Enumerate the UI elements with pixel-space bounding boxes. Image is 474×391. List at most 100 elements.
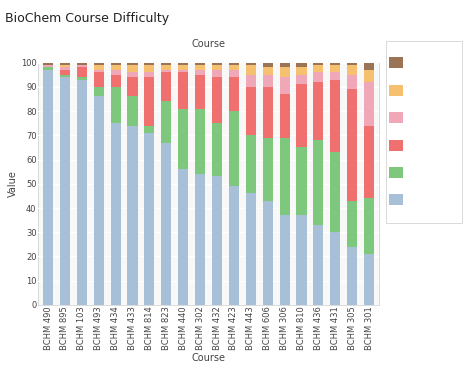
Bar — [229, 70, 239, 77]
Bar — [347, 89, 357, 201]
Bar — [347, 247, 357, 305]
Bar — [178, 109, 188, 169]
Bar — [161, 65, 172, 70]
Bar — [110, 87, 121, 123]
Bar — [212, 63, 222, 65]
Bar — [161, 63, 172, 65]
Bar — [178, 63, 188, 65]
Bar — [128, 126, 137, 305]
Bar — [145, 126, 155, 133]
Text: F: F — [405, 86, 410, 95]
Bar — [94, 65, 104, 70]
Bar — [212, 77, 222, 123]
Bar — [364, 254, 374, 305]
Bar — [161, 143, 172, 305]
Bar — [145, 72, 155, 77]
Bar — [313, 65, 323, 72]
Bar — [212, 176, 222, 305]
Bar — [313, 72, 323, 82]
Text: D: D — [405, 113, 412, 122]
Text: W: W — [405, 58, 414, 68]
Bar — [330, 72, 340, 79]
Bar — [94, 72, 104, 87]
Bar — [94, 87, 104, 97]
Bar — [296, 84, 307, 147]
Bar — [330, 232, 340, 305]
Bar — [60, 75, 70, 77]
Bar — [145, 63, 155, 65]
Bar — [364, 198, 374, 254]
Bar — [280, 77, 290, 94]
Bar — [229, 63, 239, 65]
Bar — [43, 67, 53, 70]
Bar — [178, 72, 188, 109]
Bar — [347, 201, 357, 247]
Bar — [246, 135, 256, 194]
Bar — [263, 201, 273, 305]
Bar — [178, 65, 188, 70]
Bar — [246, 194, 256, 305]
Bar — [364, 70, 374, 82]
Bar — [77, 77, 87, 79]
Bar — [195, 109, 205, 174]
Bar — [347, 63, 357, 65]
Bar — [364, 82, 374, 126]
Bar — [263, 75, 273, 87]
Bar — [77, 79, 87, 305]
Bar — [313, 225, 323, 305]
Bar — [280, 215, 290, 305]
Bar — [246, 75, 256, 87]
Bar — [94, 97, 104, 305]
Bar — [296, 215, 307, 305]
Bar — [94, 63, 104, 65]
Bar — [229, 77, 239, 111]
Bar — [110, 63, 121, 65]
Bar — [195, 65, 205, 70]
Bar — [94, 70, 104, 72]
Bar — [246, 65, 256, 75]
Bar — [110, 123, 121, 305]
Bar — [128, 72, 137, 77]
Bar — [43, 63, 53, 65]
Bar — [330, 79, 340, 152]
Bar — [296, 67, 307, 75]
Bar — [347, 75, 357, 89]
Bar — [212, 123, 222, 176]
Bar — [364, 63, 374, 70]
Bar — [229, 186, 239, 305]
Text: Grade: Grade — [393, 45, 423, 55]
Bar — [161, 72, 172, 101]
Bar — [145, 133, 155, 305]
Bar — [246, 63, 256, 65]
Bar — [195, 63, 205, 65]
Bar — [195, 75, 205, 109]
Bar — [280, 138, 290, 215]
Bar — [77, 65, 87, 67]
Bar — [128, 63, 137, 65]
Bar — [263, 63, 273, 67]
Bar — [212, 65, 222, 70]
Bar — [313, 63, 323, 65]
Y-axis label: Value: Value — [8, 170, 18, 197]
X-axis label: Course: Course — [191, 353, 226, 363]
Bar — [296, 147, 307, 215]
Bar — [77, 63, 87, 65]
Bar — [178, 169, 188, 305]
Bar — [145, 65, 155, 72]
Bar — [77, 67, 87, 77]
Bar — [263, 87, 273, 138]
Text: A: A — [405, 195, 411, 204]
Bar — [128, 77, 137, 97]
Bar — [313, 140, 323, 225]
Bar — [246, 87, 256, 135]
Text: C: C — [405, 140, 411, 150]
Bar — [280, 63, 290, 67]
Bar — [195, 174, 205, 305]
Bar — [212, 70, 222, 77]
Bar — [110, 70, 121, 75]
Bar — [347, 65, 357, 75]
Bar — [296, 63, 307, 67]
Bar — [43, 70, 53, 305]
Bar — [263, 67, 273, 75]
Bar — [60, 77, 70, 305]
